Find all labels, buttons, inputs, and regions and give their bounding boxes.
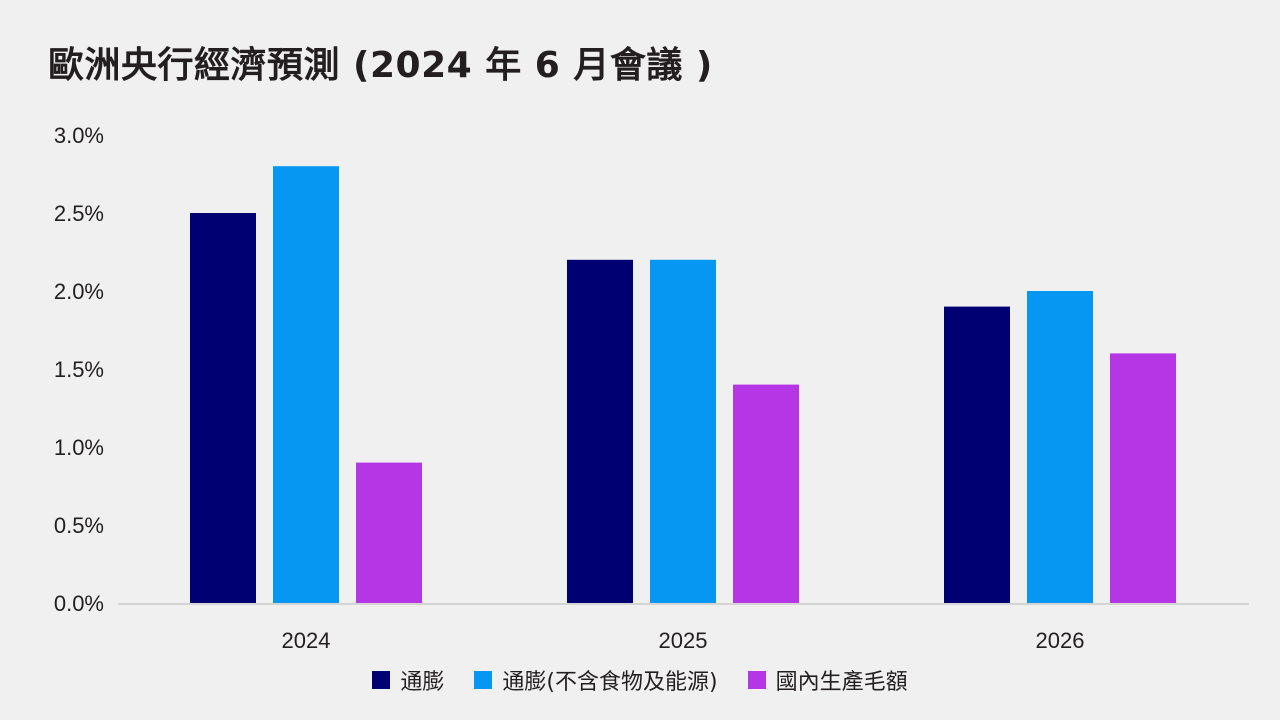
legend-label: 通膨 (400, 670, 445, 695)
legend-label: 國內生產毛額 (775, 670, 908, 695)
legend-item-series-1: 通膨 (372, 664, 444, 696)
bar-2025-series-3 (733, 384, 799, 603)
bar-2024-series-1 (190, 213, 256, 603)
bar-2025-series-1 (567, 259, 633, 603)
legend-label: 通膨(不含食物及能源) (502, 670, 718, 695)
chart-title: 歐洲央行經濟預測 (2024 年 6 月會議 ) (48, 45, 713, 86)
chart-legend: 通膨 通膨(不含食物及能源) 國內生產毛額 (0, 664, 1280, 696)
y-tick-label: 3.0% (54, 123, 104, 148)
y-tick-label: 2.0% (54, 279, 104, 304)
bar-2024-series-2 (273, 166, 339, 603)
x-tick-label: 2024 (282, 628, 331, 653)
bar-2026-series-2 (1027, 291, 1093, 603)
y-tick-label: 0.5% (54, 513, 104, 538)
bar-2026-series-3 (1110, 353, 1176, 603)
bar-2026-series-1 (944, 306, 1010, 603)
bar-chart-plot: 0.0% 0.5% 1.0% 1.5% 2.0% 2.5% 3.0% 2024 2025 2026 (54, 123, 1249, 653)
x-tick-label: 2026 (1036, 628, 1085, 653)
legend-item-series-2: 通膨(不含食物及能源) (474, 664, 718, 696)
legend-swatch (474, 671, 493, 689)
bar-2025-series-2 (650, 259, 716, 603)
bar-2024-series-3 (356, 462, 422, 603)
y-tick-label: 2.5% (54, 201, 104, 226)
y-tick-label: 1.5% (54, 357, 104, 382)
legend-swatch (372, 671, 391, 689)
x-tick-label: 2025 (659, 628, 708, 653)
legend-swatch (747, 671, 766, 689)
y-tick-label: 0.0% (54, 591, 104, 616)
legend-item-series-3: 國內生產毛額 (747, 664, 908, 696)
y-tick-label: 1.0% (54, 435, 104, 460)
